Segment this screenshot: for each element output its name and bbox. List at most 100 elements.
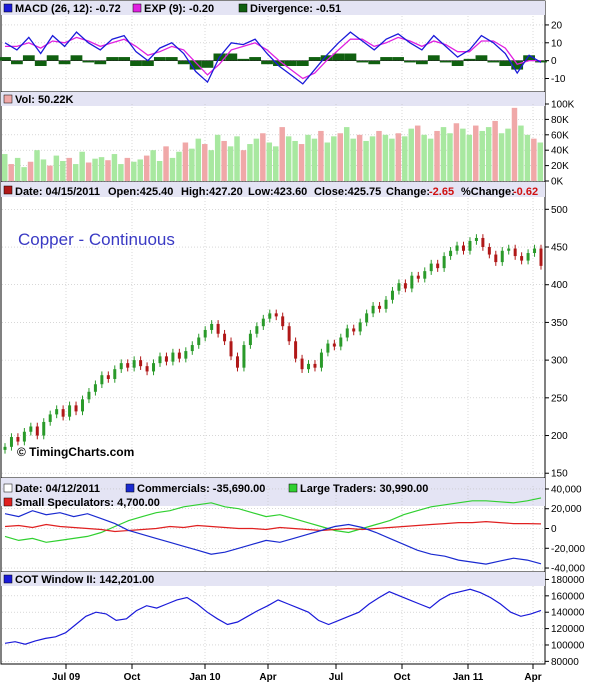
candle-body [365,313,369,323]
volume-panel: Vol: 50.22K 100K 80K 60K 40K 20K 0K [0,91,575,188]
price-low: Low:423.60 [248,186,307,198]
volume-bar [531,138,537,181]
candle-body [449,250,453,257]
candle-body [119,363,123,370]
volume-bar [285,136,292,181]
y-tick-label: 160000 [551,591,585,602]
divergence-bar [439,60,452,63]
volume-y-axis: 100K 80K 60K 40K 20K 0K [545,100,575,188]
candle-body [158,356,162,364]
x-tick-label: Jul 09 [52,672,81,683]
candle-body [358,322,362,332]
price-y-axis: 500 450 400 350 300 250 200 150 [545,205,568,480]
volume-bar [382,134,389,181]
divergence-bar [463,58,476,61]
volume-bar [189,148,195,181]
y-tick-label: 20 [551,20,563,31]
divergence-bar [487,60,500,63]
divergence-bar [106,57,119,61]
cot-window-grid [2,586,544,663]
candle-body [281,316,285,327]
divergence-bar [34,60,47,66]
cot-lines [4,497,542,565]
y-tick-label: 250 [551,393,568,404]
volume-bar [2,154,8,181]
divergence-bar [177,60,190,65]
small-specs-line [4,520,542,533]
volume-bar [21,167,27,181]
divergence-bar [22,55,35,61]
x-tick-label: Oct [124,672,141,683]
large-traders-line [4,497,542,543]
candle-body [294,341,298,359]
x-tick-label: Jan 10 [189,672,221,683]
candle-body [442,256,446,269]
volume-bar [524,134,531,181]
candle-body [177,352,181,359]
candle-body [533,248,537,254]
volume-label: Vol: 50.22K [15,94,74,106]
y-tick-label: 100K [551,100,575,111]
y-tick-label: 350 [551,318,568,329]
volume-bar [337,133,344,181]
volume-bar [14,157,21,181]
cot-window-label: COT Window II: 142,201.00 [15,574,154,586]
divergence-bar [189,60,202,70]
volume-bar [221,140,227,181]
candle-body [203,329,207,338]
divergence-bar [332,53,345,61]
x-tick-label: Jul [329,672,344,683]
candle-body [22,431,26,442]
divergence-bar [368,60,381,65]
candle-body [93,384,97,392]
candle-body [513,248,517,257]
divergence-label: Divergence: -0.51 [250,3,341,15]
candle-body [126,363,130,368]
candle-body [139,360,143,367]
y-tick-label: 500 [551,205,568,216]
volume-bar [473,125,479,181]
candle-body [313,363,317,368]
price-close: Close:425.75 [314,186,381,198]
candle-body [190,345,194,352]
volume-bar [311,138,318,181]
candle-body [326,343,330,353]
y-tick-label: -10 [551,74,566,85]
price-pct-value: -0.62 [513,186,538,198]
volume-bar [40,159,47,181]
candle-body [455,245,459,251]
volume-bar [47,165,53,181]
volume-bar [343,127,350,181]
volume-bar [292,140,298,181]
candle-body [397,283,401,291]
cot-y-axis: 40,000 20,000 0 -20,000 -40,000 [545,484,585,575]
macd-legend-swatch [3,3,13,13]
small-specs-label: Small Speculators: 4,700.00 [15,497,160,509]
volume-bar [324,142,331,181]
y-tick-label: 0 [551,56,557,67]
candle-body [287,326,291,342]
candle-body [184,351,188,359]
volume-bar [163,146,169,181]
large-traders-legend-swatch [288,483,298,493]
volume-bar [98,157,105,181]
volume-bar [395,133,402,181]
volume-bar [518,125,524,181]
volume-bar [53,155,60,181]
volume-bar [150,150,156,181]
volume-bar [34,150,40,181]
candle-body [48,414,52,422]
volume-bar [492,120,498,181]
volume-bar [240,150,247,181]
commercials-legend-swatch [125,483,135,493]
price-header: Date: 04/15/2011 Open:425.40 High:427.20… [15,186,538,198]
volume-bar [111,154,118,181]
candle-body [61,409,65,417]
divergence-bar [427,55,440,61]
volume-bar [408,128,414,181]
volume-bar [182,142,189,181]
volume-bar [453,123,460,181]
candle-body [539,248,543,266]
y-tick-label: 40,000 [551,484,582,495]
